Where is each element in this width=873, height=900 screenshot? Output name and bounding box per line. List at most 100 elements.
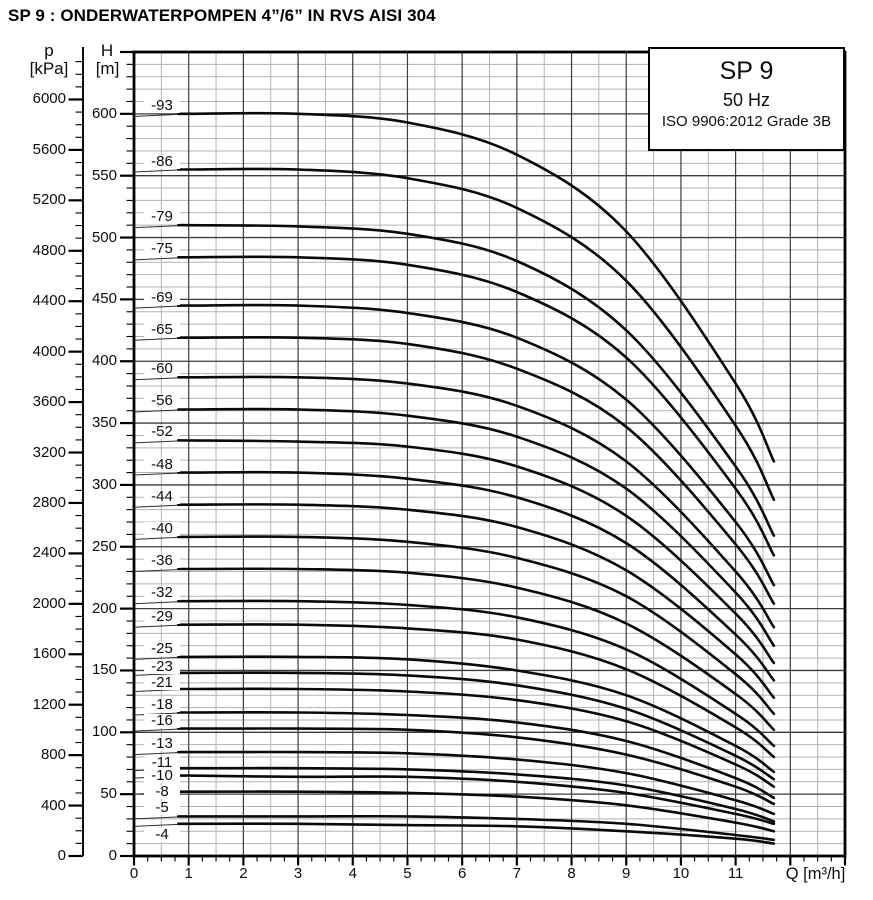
head-axis-tick-label: 50 (100, 785, 117, 803)
pump-curve--48 (177, 470, 776, 682)
flow-axis-tick-label: 4 (348, 865, 357, 882)
flow-axis-tick-label: 9 (622, 865, 631, 882)
pump-curve--4 (177, 822, 776, 845)
pump-curve--44 (177, 503, 776, 699)
pump-curve--29 (177, 623, 776, 759)
curve-label: -86 (144, 154, 180, 169)
pump-curve--69 (177, 303, 776, 587)
pump-curve--75 (177, 255, 776, 557)
pressure-axis-tick-label: 0 (57, 847, 66, 864)
curve-leader-line (133, 257, 184, 261)
flow-axis-tick-label: 5 (403, 865, 412, 882)
curve-leader-line (133, 472, 184, 476)
curve-leader-line (133, 536, 184, 540)
flow-axis-tick-label: 8 (567, 865, 576, 882)
head-axis-tick-label: 500 (91, 228, 117, 246)
flow-axis-tick-label: 6 (457, 865, 467, 882)
pump-curve--18 (177, 711, 776, 800)
pressure-axis-tick-label: 400 (40, 796, 66, 814)
pressure-axis-tick-label: 1600 (32, 645, 66, 663)
legend-standard: ISO 9906:2012 Grade 3B (661, 113, 832, 130)
pressure-axis-tick-label: 800 (40, 746, 66, 764)
curve-leader-line (133, 377, 184, 381)
head-axis-tick-label: 200 (91, 599, 117, 617)
flow-axis-tick-label: 0 (129, 865, 139, 882)
curve-label: -23 (144, 659, 180, 674)
curve-label: -48 (144, 457, 180, 472)
curve-leader-line (133, 600, 184, 605)
curve-leader-line (133, 440, 184, 444)
pressure-axis-tick-label: 4000 (32, 342, 66, 360)
curve-leader-line (133, 816, 184, 820)
pressure-axis-tick-label: 2800 (32, 493, 66, 511)
curve-label: -11 (144, 755, 180, 771)
head-axis-tick-label: 0 (108, 847, 117, 864)
curve-label: -13 (144, 736, 180, 752)
curve-leader-line (133, 337, 184, 341)
head-axis-tick-label: 550 (91, 166, 117, 184)
pressure-axis-tick-label: 6000 (32, 90, 66, 108)
pressure-axis-tick-label: 1200 (32, 695, 66, 713)
flow-axis-tick-label: 11 (727, 865, 744, 882)
head-axis-unit: [m] (95, 59, 120, 78)
head-axis-symbol: H (100, 41, 114, 60)
pump-curve--23 (177, 671, 776, 781)
pressure-axis-tick-label: 3200 (32, 443, 66, 461)
curve-label: -25 (144, 641, 180, 656)
pump-curve--11 (177, 766, 776, 823)
curve-label: -5 (144, 800, 180, 816)
pressure-axis-tick-label: 2000 (32, 594, 66, 612)
pump-curve--36 (177, 567, 776, 732)
pressure-axis-unit: [kPa] (29, 59, 69, 78)
curve-leader-line (133, 624, 184, 628)
head-axis-tick-label: 300 (91, 475, 117, 493)
curve-leader-line (133, 728, 184, 732)
curve-label: -65 (144, 322, 180, 337)
curve-label: -56 (144, 393, 180, 409)
pressure-axis-tick-label: 2400 (32, 544, 66, 562)
pressure-axis-tick-label: 3600 (32, 393, 66, 411)
legend-box: SP 9 50 Hz ISO 9906:2012 Grade 3B (648, 47, 845, 151)
head-axis-tick-label: 400 (91, 352, 117, 370)
head-axis-tick-label: 250 (91, 537, 117, 555)
pump-curve--5 (177, 814, 776, 842)
curve-label: -8 (144, 784, 180, 799)
flow-axis-label: Q [m³/h] (785, 865, 846, 883)
pump-curve--8 (177, 790, 776, 833)
pump-curve--93 (177, 111, 776, 463)
curve-leader-line (133, 113, 184, 117)
curve-label: -40 (144, 521, 180, 536)
head-axis-tick-label: 600 (91, 104, 117, 122)
head-axis-tick-label: 150 (91, 661, 117, 679)
pump-curve--32 (177, 599, 776, 748)
curve-leader-line (133, 751, 184, 756)
pressure-axis-tick-label: 5600 (32, 140, 66, 158)
pump-curve--86 (177, 167, 776, 502)
curve-leader-line (133, 823, 184, 827)
flow-axis-tick-label: 7 (512, 865, 522, 882)
head-axis-tick-label: 450 (91, 290, 117, 308)
head-axis-tick-label: 100 (91, 723, 117, 741)
curve-leader-line (133, 656, 184, 660)
curve-label: -4 (144, 827, 180, 842)
pump-curve--52 (177, 439, 776, 665)
pump-curve--13 (177, 750, 776, 816)
curve-label: -32 (144, 585, 180, 601)
curve-label: -52 (144, 424, 180, 440)
legend-model: SP 9 (719, 57, 774, 85)
curve-label: -18 (144, 697, 180, 712)
flow-axis-tick-label: 1 (184, 865, 193, 882)
pump-curve--21 (177, 687, 776, 788)
curve-leader-line (133, 305, 184, 309)
legend-frequency: 50 Hz (722, 90, 771, 110)
pressure-axis-tick-label: 4800 (32, 241, 66, 259)
curve-label: -10 (144, 768, 180, 783)
curve-label: -36 (144, 553, 180, 569)
curve-label: -93 (144, 98, 180, 113)
head-axis-tick-label: 350 (91, 414, 117, 432)
flow-axis-tick-label: 3 (293, 865, 303, 882)
pump-curve--60 (177, 375, 776, 629)
pump-curve--56 (177, 407, 776, 647)
